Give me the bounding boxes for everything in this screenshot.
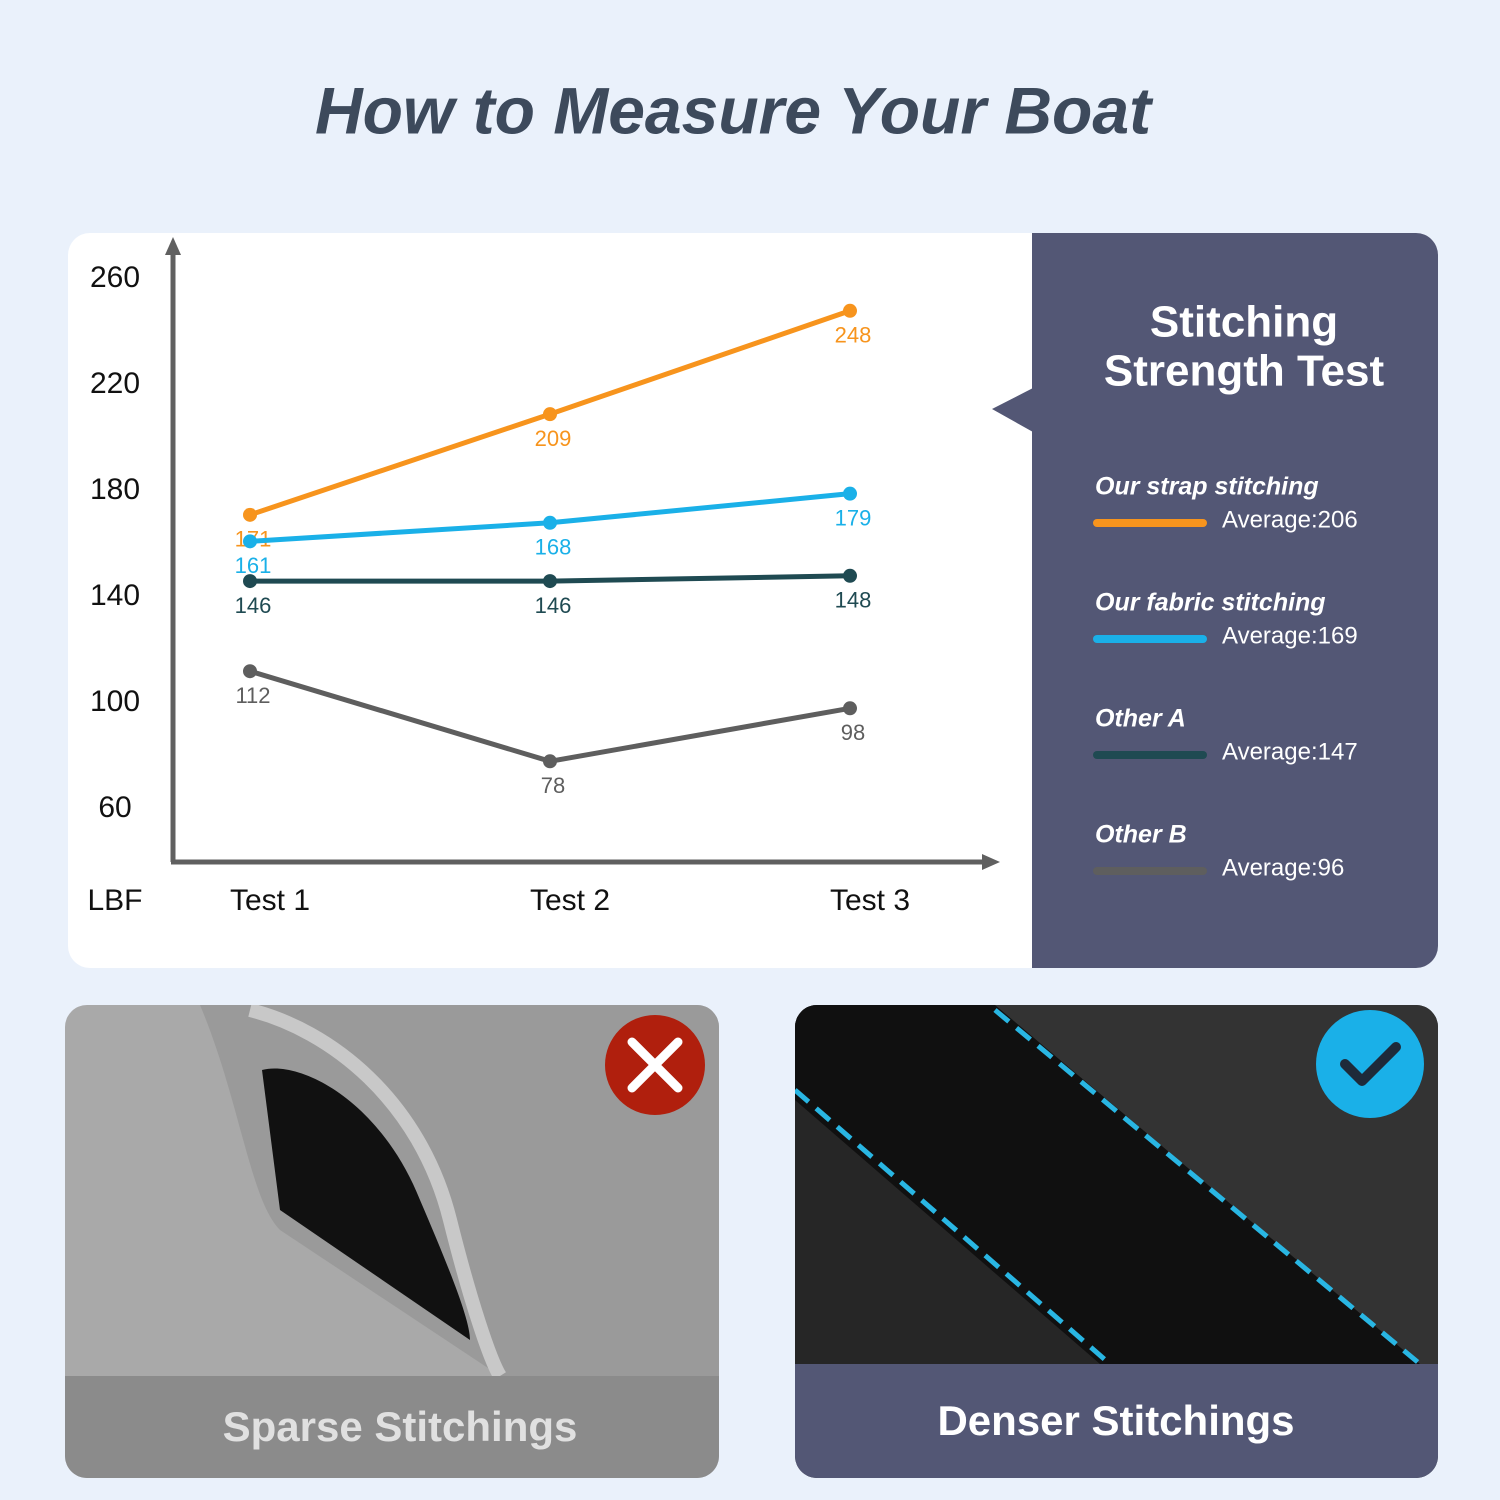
legend-name: Our fabric stitching [1095,589,1326,617]
y-tick-label: 220 [90,367,140,400]
data-label: 146 [235,593,272,618]
data-point [543,407,557,422]
y-tick-label: 60 [98,791,131,824]
stitch-line [993,1008,1422,1366]
legend-title: Stitching [1150,298,1338,347]
x-tick-label: Test 1 [230,884,310,917]
x-axis-arrow [982,854,1000,870]
data-label: 112 [235,683,270,708]
legend-title: Strength Test [1104,347,1385,396]
data-point [843,701,857,716]
legend-notch [992,388,1033,432]
chart-card [68,233,1438,968]
data-point [543,515,557,530]
legend-average: Average:206 [1222,506,1358,533]
caption-bar [795,1364,1438,1478]
data-label: 248 [835,323,872,348]
y-tick-label: 140 [90,579,140,612]
y-axis-arrow [165,237,181,255]
legend-name: Other B [1095,821,1187,849]
y-tick-label: 100 [90,685,140,718]
panel-caption: Sparse Stitchings [223,1403,578,1450]
panel-caption: Denser Stitchings [937,1397,1294,1444]
webbing-strap [795,1005,1420,1364]
x-tick-label: Test 2 [530,884,610,917]
data-point [843,486,857,501]
legend-name: Our strap stitching [1095,473,1319,501]
x-tick-label: Test 3 [830,884,910,917]
data-label: 148 [835,588,872,613]
data-label: 179 [835,505,872,530]
legend-average: Average:147 [1222,738,1358,765]
data-label: 98 [841,720,865,745]
legend-panel [1032,233,1438,968]
stitch-line [795,1088,1112,1366]
data-point [243,574,257,589]
data-label: 78 [541,773,565,798]
data-label: 161 [235,553,272,578]
fabric-tear [262,1068,470,1340]
data-point [243,534,257,549]
cross-mark [627,1037,683,1093]
legend-average: Average:169 [1222,622,1358,649]
check-icon [1316,1010,1424,1118]
data-label: 168 [535,535,572,560]
legend-name: Other A [1095,705,1186,733]
dense-panel [795,1005,1438,1478]
y-tick-label: 260 [90,261,140,294]
data-point [843,568,857,583]
data-point [843,303,857,318]
check-mark [1340,1042,1401,1086]
caption-bar [65,1376,719,1478]
data-point [543,754,557,769]
data-point [543,574,557,589]
y-axis-label: LBF [87,884,142,917]
data-label: 146 [535,593,572,618]
data-label: 209 [535,426,572,451]
data-point [243,664,257,679]
page-title: How to Measure Your Boat [315,73,1154,147]
legend-average: Average:96 [1222,854,1344,881]
y-tick-label: 180 [90,473,140,506]
seam [248,1005,507,1380]
data-point [243,507,257,522]
